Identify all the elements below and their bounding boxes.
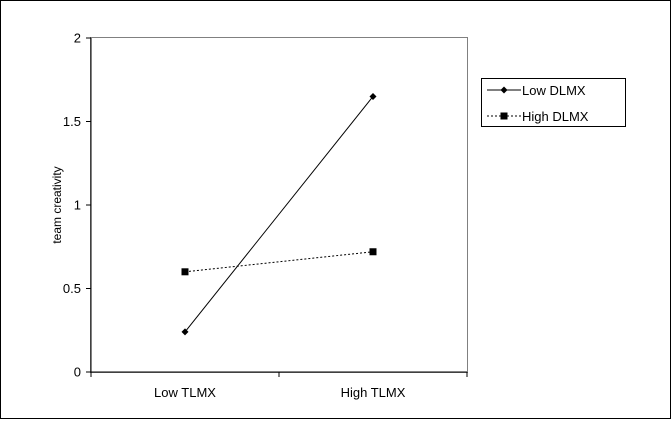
data-point-low-dlmx [369, 92, 377, 100]
axes-layer: 0 0.5 1 1.5 2 Low TLMX High TLMX [63, 31, 468, 400]
square-marker-icon [500, 112, 508, 120]
y-tick-label: 0.5 [63, 281, 81, 296]
legend-label-low-dlmx: Low DLMX [522, 83, 586, 98]
data-point-low-dlmx [181, 328, 189, 336]
legend-item-high-dlmx: High DLMX [487, 109, 589, 124]
y-tick-label: 2 [74, 31, 81, 46]
data-point-high-dlmx [181, 268, 189, 276]
plot-area [90, 37, 468, 373]
x-tick-label: Low TLMX [154, 385, 216, 400]
y-tick-label: 1.5 [63, 114, 81, 129]
series-layer [181, 92, 377, 336]
legend-label-high-dlmx: High DLMX [522, 109, 589, 124]
y-tick-label: 0 [74, 365, 81, 380]
y-axis-title: team creativity [50, 166, 64, 243]
series-line-low-dlmx [184, 96, 374, 333]
legend-item-low-dlmx: Low DLMX [487, 83, 586, 98]
diamond-marker-icon [500, 86, 508, 94]
data-point-high-dlmx [369, 248, 377, 256]
series-line-high-dlmx [184, 251, 374, 273]
legend: Low DLMX High DLMX [481, 78, 626, 127]
y-tick-label: 1 [74, 198, 81, 213]
x-tick-label: High TLMX [341, 385, 406, 400]
